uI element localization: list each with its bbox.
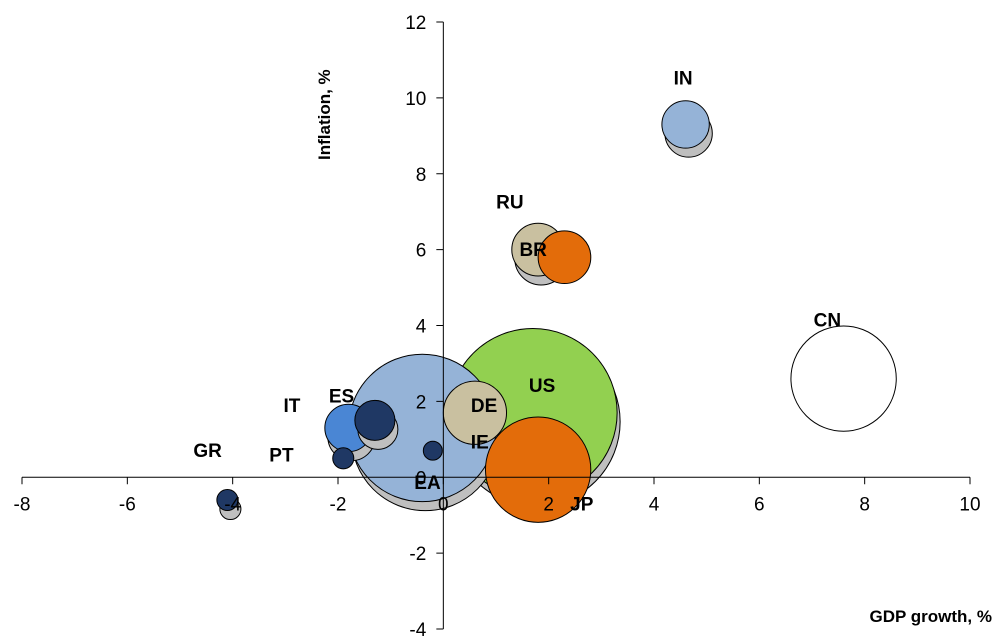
x-tick-label: 2: [543, 494, 554, 515]
bubble-gr: [216, 488, 239, 512]
axes-layer: -8 -6 -4 -2 0 2 4 6 8 10 -4 -2 0 2 4 6 8 10 12: [14, 13, 981, 636]
y-axis-title: Inflation, %: [315, 69, 334, 160]
y-tick-label: 12: [405, 13, 426, 34]
country-labels-layer: CN IN RU BR EA DE US JP IE ES IT PT GR: [193, 68, 841, 515]
bubbles-layer: [216, 100, 897, 523]
label-es: ES: [329, 386, 354, 407]
y-tick-label: 0: [416, 468, 427, 489]
bubble-in: [661, 100, 710, 149]
bubble-cn: [790, 325, 897, 432]
x-tick-label: -2: [330, 494, 347, 515]
label-us: US: [529, 376, 555, 397]
y-tick-label: 8: [416, 165, 427, 186]
y-tick-label: 6: [416, 241, 427, 262]
x-axis-title: GDP growth, %: [870, 607, 992, 626]
label-in: IN: [674, 68, 693, 89]
x-tick-label: -8: [14, 494, 31, 515]
label-cn: CN: [814, 311, 841, 332]
y-tick-label: -4: [409, 620, 426, 636]
bubble-es: [354, 399, 396, 441]
y-tick-label: 4: [416, 317, 427, 338]
label-de: DE: [471, 396, 497, 417]
y-tick-label: 2: [416, 392, 427, 413]
x-tick-label: 6: [754, 494, 765, 515]
bubble-pt: [332, 447, 355, 470]
bubble-br: [537, 230, 592, 285]
x-tick-label: 4: [649, 494, 660, 515]
y-tick-label: -2: [409, 544, 426, 565]
label-ea: EA: [414, 473, 441, 494]
x-tick-label: 8: [859, 494, 870, 515]
label-ru: RU: [496, 193, 523, 214]
label-jp: JP: [570, 495, 594, 516]
bubble-ie: [422, 440, 443, 461]
x-tick-label: -4: [224, 494, 241, 515]
label-it: IT: [284, 396, 301, 417]
label-br: BR: [519, 240, 547, 261]
bubble-jp: [484, 416, 592, 523]
x-tick-label: 0: [438, 494, 449, 515]
x-tick-label: 10: [959, 494, 980, 515]
label-ie: IE: [471, 433, 489, 454]
x-tick-label: -6: [119, 494, 136, 515]
y-tick-label: 10: [405, 89, 426, 110]
label-pt: PT: [269, 445, 294, 466]
label-gr: GR: [193, 441, 222, 462]
